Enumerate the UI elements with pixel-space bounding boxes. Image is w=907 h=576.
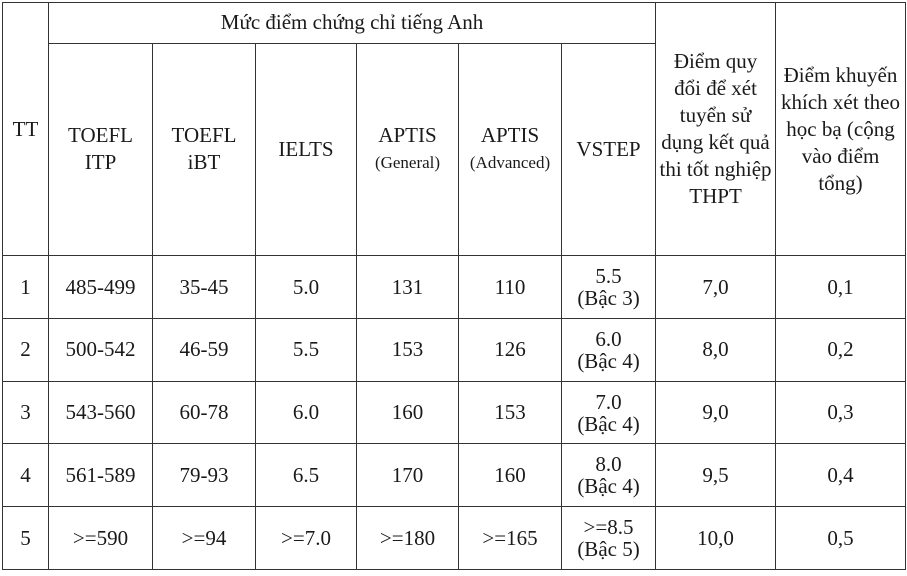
cell-ibt: 79-93 xyxy=(152,443,256,508)
header-toefl-itp: TOEFL ITP xyxy=(48,42,153,257)
cell-bonus: 0,2 xyxy=(775,317,907,382)
header-toefl-ibt: TOEFL iBT xyxy=(152,42,256,257)
vstep-score: >=8.5 xyxy=(583,515,634,540)
header-line1: APTIS xyxy=(378,123,437,148)
cell-ielts: 6.0 xyxy=(255,380,357,445)
cell-aptis-g: 170 xyxy=(356,443,459,508)
cell-itp: 561-589 xyxy=(48,443,153,508)
cell-aptis-a: >=165 xyxy=(458,506,562,570)
header-line1: TOEFL xyxy=(171,123,237,148)
cell-aptis-g: 131 xyxy=(356,255,459,319)
vstep-level: (Bậc 4) xyxy=(577,411,640,436)
header-aptis-general: APTIS (General) xyxy=(356,42,459,257)
vstep-score: 7.0 xyxy=(595,389,622,414)
header-aptis-advanced: APTIS (Advanced) xyxy=(458,42,562,257)
vstep-score: 8.0 xyxy=(595,452,622,477)
header-bonus-score: Điểm khuyến khích xét theo học bạ (cộng … xyxy=(775,1,907,257)
header-line2: ITP xyxy=(84,150,117,175)
header-conversion-score: Điểm quy đổi để xét tuyển sử dụng kết qu… xyxy=(655,1,777,257)
cell-vstep: 5.5 (Bậc 3) xyxy=(560,255,657,319)
header-tt: TT xyxy=(2,1,49,257)
header-line2: iBT xyxy=(187,150,221,175)
header-certificate-levels: Mức điểm chứng chỉ tiếng Anh xyxy=(47,2,657,44)
cell-aptis-a: 160 xyxy=(458,443,562,508)
header-line1: TOEFL xyxy=(68,123,133,148)
cell-itp: >=590 xyxy=(48,506,153,570)
table-row: 5 >=590 >=94 >=7.0 >=180 >=165 >=8.5 (Bậc 5) 10,… xyxy=(2,506,907,570)
cell-ielts: >=7.0 xyxy=(255,506,357,570)
cell-ibt: 35-45 xyxy=(152,255,256,319)
cell-conversion: 9,0 xyxy=(655,380,777,445)
header-line2: (Advanced) xyxy=(469,153,551,173)
vstep-level: (Bậc 4) xyxy=(577,474,640,499)
cell-conversion: 10,0 xyxy=(655,506,777,570)
cell-tt: 1 xyxy=(2,255,49,319)
cell-conversion: 9,5 xyxy=(655,443,777,508)
cell-vstep: 6.0 (Bậc 4) xyxy=(560,317,657,382)
header-line2: (General) xyxy=(374,153,441,173)
cell-ibt: 60-78 xyxy=(152,380,256,445)
table-row: 3 543-560 60-78 6.0 160 153 7.0 (Bậc 4) 9,0 0,3 xyxy=(2,380,907,445)
cell-tt: 3 xyxy=(2,380,49,445)
cell-itp: 543-560 xyxy=(48,380,153,445)
cell-ielts: 6.5 xyxy=(255,443,357,508)
header-vstep: VSTEP xyxy=(560,42,657,257)
cell-ielts: 5.0 xyxy=(255,255,357,319)
cell-tt: 5 xyxy=(2,506,49,570)
cell-tt: 2 xyxy=(2,317,49,382)
cell-bonus: 0,1 xyxy=(775,255,907,319)
header-line1: IELTS xyxy=(278,136,334,161)
cell-vstep: 8.0 (Bậc 4) xyxy=(560,443,657,508)
vstep-level: (Bậc 3) xyxy=(577,286,640,310)
cell-aptis-g: 153 xyxy=(356,317,459,382)
cell-ielts: 5.5 xyxy=(255,317,357,382)
cell-aptis-g: >=180 xyxy=(356,506,459,570)
cell-aptis-a: 110 xyxy=(458,255,562,319)
cell-vstep: 7.0 (Bậc 4) xyxy=(560,380,657,445)
cell-ibt: 46-59 xyxy=(152,317,256,382)
vstep-level: (Bậc 5) xyxy=(577,537,640,562)
vstep-score: 6.0 xyxy=(595,326,622,351)
cell-bonus: 0,5 xyxy=(775,506,907,570)
cell-bonus: 0,4 xyxy=(775,443,907,508)
cell-itp: 500-542 xyxy=(48,317,153,382)
cell-bonus: 0,3 xyxy=(775,380,907,445)
table-row: 4 561-589 79-93 6.5 170 160 8.0 (Bậc 4) 9,5 0,4 xyxy=(2,443,907,508)
header-line1: VSTEP xyxy=(576,136,641,161)
header-line1: APTIS xyxy=(480,123,540,148)
cell-aptis-a: 153 xyxy=(458,380,562,445)
vstep-level: (Bậc 4) xyxy=(577,348,640,373)
cell-ibt: >=94 xyxy=(152,506,256,570)
table-row: 1 485-499 35-45 5.0 131 110 5.5 (Bậc 3) 7,0 0,1 xyxy=(2,255,907,319)
vstep-score: 5.5 xyxy=(595,264,622,288)
cell-conversion: 8,0 xyxy=(655,317,777,382)
cell-conversion: 7,0 xyxy=(655,255,777,319)
cell-itp: 485-499 xyxy=(48,255,153,319)
cell-vstep: >=8.5 (Bậc 5) xyxy=(560,506,657,570)
cell-aptis-a: 126 xyxy=(458,317,562,382)
cell-aptis-g: 160 xyxy=(356,380,459,445)
header-ielts: IELTS xyxy=(255,42,357,257)
cell-tt: 4 xyxy=(2,443,49,508)
table-row: 2 500-542 46-59 5.5 153 126 6.0 (Bậc 4) 8,0 0,2 xyxy=(2,317,907,382)
